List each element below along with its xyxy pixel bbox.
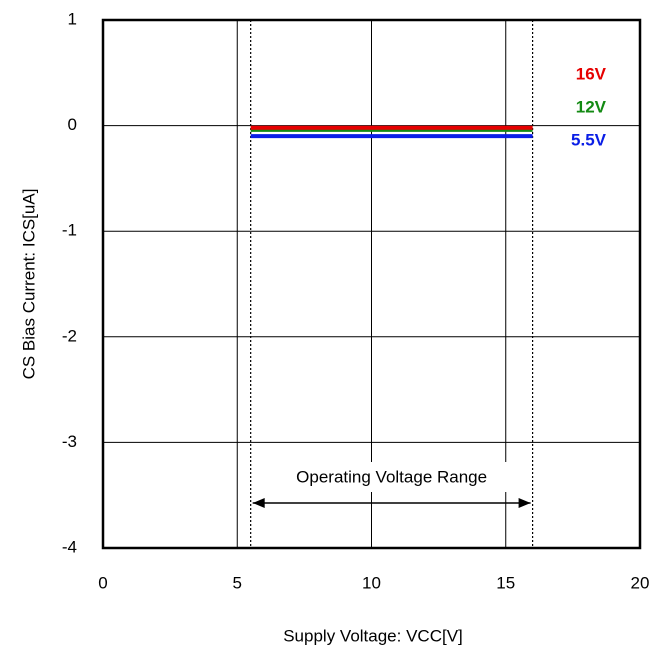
x-tick-label: 0 xyxy=(98,573,107,592)
y-tick-label: -1 xyxy=(62,221,77,240)
y-tick-label: 0 xyxy=(68,115,77,134)
legend-label: 5.5V xyxy=(571,130,607,149)
legend-label: 16V xyxy=(576,64,607,83)
annotation-background xyxy=(252,462,531,492)
x-tick-label: 10 xyxy=(362,573,381,592)
x-axis-label: Supply Voltage: VCC[V] xyxy=(283,626,463,645)
legend-label: 12V xyxy=(576,97,607,116)
x-tick-label: 5 xyxy=(233,573,242,592)
arrow-head xyxy=(518,498,531,508)
x-tick-label: 15 xyxy=(496,573,515,592)
y-tick-label: -4 xyxy=(62,537,77,556)
y-tick-label: -3 xyxy=(62,432,77,451)
arrow-head xyxy=(252,498,265,508)
y-axis-label: CS Bias Current: ICS[uA] xyxy=(19,189,38,380)
plot-frame xyxy=(101,18,642,550)
annotation-text: Operating Voltage Range xyxy=(296,467,487,486)
y-tick-label: 1 xyxy=(68,9,77,28)
y-tick-label: -2 xyxy=(62,326,77,345)
x-tick-label: 20 xyxy=(631,573,650,592)
